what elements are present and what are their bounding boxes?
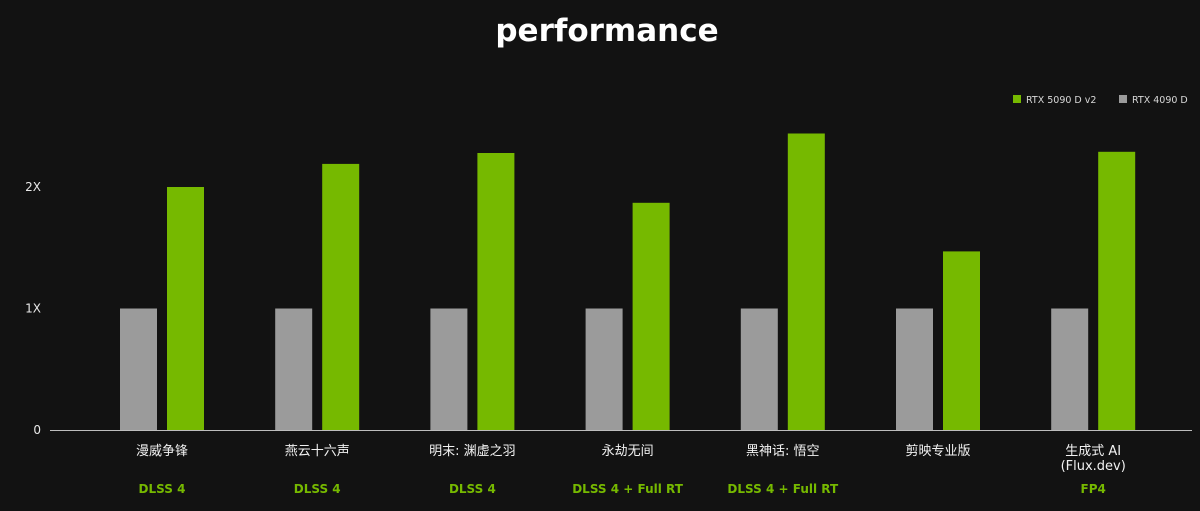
legend-label: RTX 5090 D v2 [1026,95,1096,106]
bar-rtx-5090-d-v2-6 [1098,151,1136,431]
axis-layer: 0 1X 2X [25,180,1192,437]
legend-label: RTX 4090 D [1132,95,1188,106]
legend: RTX 5090 D v2 RTX 4090 D [1013,95,1188,106]
labels-layer: 漫威争锋 DLSS 4 燕云十六声 DLSS 4 明末: 渊虚之羽 DLSS 4 永劫无间 D… [136,443,1126,496]
category-label: 漫威争锋 [136,444,188,459]
category-label: 燕云十六声 [285,444,350,459]
category-sublabel: DLSS 4 [139,482,186,496]
category-label: 黑神话: 悟空 [746,444,820,459]
category-sublabel: FP4 [1081,482,1106,496]
chart-title: performance [495,13,718,49]
bar-rtx-5090-d-v2-3 [632,202,670,430]
bar-rtx-4090-d-1 [275,308,313,430]
category-label: 永劫无间 [602,444,654,459]
category-label: 明末: 渊虚之羽 [429,444,516,459]
bar-rtx-5090-d-v2-2 [477,153,515,430]
category-sublabel: DLSS 4 [294,482,341,496]
bar-rtx-4090-d-0 [120,308,157,430]
bar-rtx-4090-d-3 [585,308,623,430]
bar-rtx-5090-d-v2-4 [787,133,825,430]
bars-layer [120,133,1136,431]
bar-rtx-4090-d-2 [430,308,468,430]
bar-rtx-4090-d-4 [740,308,778,430]
bar-rtx-5090-d-v2-1 [322,163,360,430]
legend-swatch-rtx-5090-d-v2 [1013,95,1021,103]
legend-swatch-rtx-4090-d [1119,95,1127,103]
category-sublabel: DLSS 4 + Full RT [727,482,839,496]
bar-rtx-4090-d-6 [1051,308,1089,430]
bar-rtx-4090-d-5 [896,308,933,430]
bar-rtx-5090-d-v2-0 [167,187,204,430]
category-sublabel: DLSS 4 + Full RT [572,482,684,496]
category-label: 剪映专业版 [905,443,970,459]
category-label: 生成式 AI (Flux.dev) [1061,444,1126,474]
bar-rtx-5090-d-v2-5 [943,251,980,430]
y-tick-label: 0 [33,423,41,437]
y-tick-label: 1X [25,302,41,316]
category-sublabel: DLSS 4 [449,482,496,496]
y-tick-label: 2X [25,180,41,194]
